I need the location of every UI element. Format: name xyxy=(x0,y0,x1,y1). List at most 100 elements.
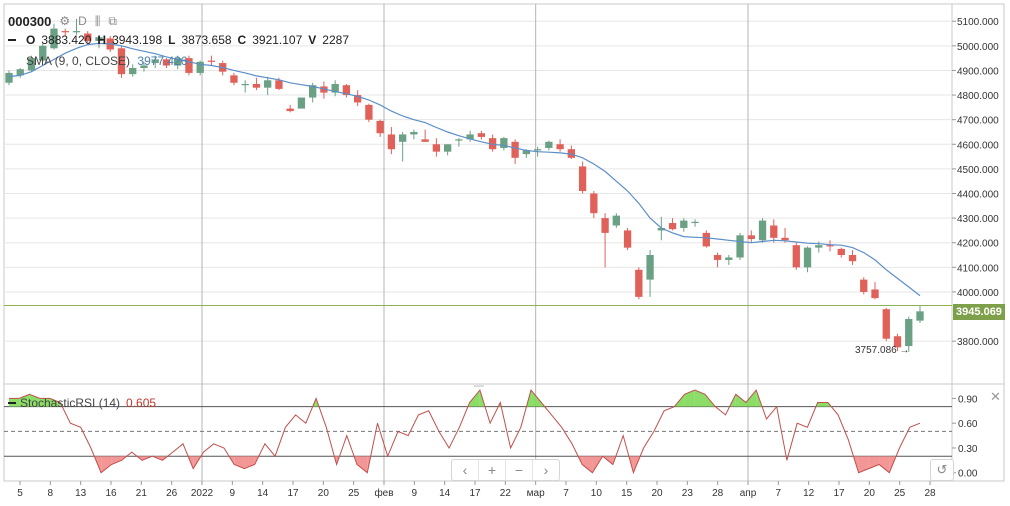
close-key: C xyxy=(237,33,247,47)
candle-body xyxy=(882,309,890,339)
close-value: 3921.107 xyxy=(252,33,303,47)
candle-body xyxy=(826,245,834,247)
candle-body xyxy=(488,138,497,150)
interval-label[interactable]: D xyxy=(78,14,87,28)
stoch-overbought-fill xyxy=(745,390,757,407)
candle-body xyxy=(196,61,204,73)
candle-body xyxy=(533,149,542,151)
time-tick-label: 14 xyxy=(439,488,451,499)
candle-body xyxy=(174,58,182,66)
gear-icon[interactable]: ⚙ xyxy=(59,14,71,28)
symbol-label[interactable]: 000300 xyxy=(8,13,52,29)
candle-body xyxy=(713,255,722,260)
candle-body xyxy=(320,86,328,93)
price-tick-label: 5000.000 xyxy=(957,42,999,53)
time-tick-label: 17 xyxy=(469,488,481,499)
stoch-oversold-fill xyxy=(879,456,890,473)
time-tick-label: 26 xyxy=(166,488,178,499)
volume-value: 2287 xyxy=(322,33,349,47)
candle-body xyxy=(207,60,216,62)
price-tick-label: 5100.000 xyxy=(957,17,999,28)
stoch-oversold-fill xyxy=(111,456,122,465)
time-tick-label: 28 xyxy=(712,488,724,499)
time-tick-label: 13 xyxy=(75,488,87,499)
price-tick-label: 4400.000 xyxy=(957,190,999,201)
candle-body xyxy=(252,83,261,88)
time-tick-label: 16 xyxy=(105,488,117,499)
fullscreen-icon[interactable]: ⧉ xyxy=(108,13,117,28)
candle-body xyxy=(871,289,879,299)
stochrsi-collapse-icon[interactable] xyxy=(8,402,16,404)
candle-body xyxy=(556,144,564,150)
time-tick-label: 25 xyxy=(894,488,906,499)
high-key: H xyxy=(97,33,107,47)
stoch-overbought-fill xyxy=(49,398,61,407)
time-tick-label: 5 xyxy=(17,488,23,499)
stoch-overbought-fill xyxy=(39,398,50,407)
candle-body xyxy=(230,75,238,83)
stoch-tick-label: 0.00 xyxy=(958,469,978,480)
time-tick-label: 9 xyxy=(230,488,236,499)
candle-body xyxy=(353,95,362,103)
candle-body xyxy=(50,28,58,49)
candle-body xyxy=(421,139,429,142)
compare-icon[interactable]: ⫼ xyxy=(94,13,101,28)
sma-legend[interactable]: SMA (9, 0, CLOSE) 3977.426 xyxy=(26,54,187,68)
candle-body xyxy=(792,245,800,268)
time-tick-label: 20 xyxy=(651,488,663,499)
candle-body xyxy=(410,131,418,135)
stoch-oversold-fill xyxy=(582,456,593,473)
price-tick-label: 4900.000 xyxy=(957,66,999,77)
reset-chart-button[interactable]: ↺ xyxy=(930,459,954,481)
candle-body xyxy=(860,279,868,292)
candle-body xyxy=(837,248,845,256)
stoch-overbought-fill xyxy=(531,390,542,407)
chart-nav-controls: ‹ + − › xyxy=(451,459,560,481)
candle-body xyxy=(781,237,789,241)
sma-line xyxy=(8,42,921,297)
stoch-oversold-fill xyxy=(101,456,112,473)
candle-body xyxy=(815,245,823,248)
time-tick-label: 23 xyxy=(682,488,694,499)
close-indicator-icon[interactable]: ✕ xyxy=(990,389,1001,404)
high-value: 3943.198 xyxy=(112,33,163,47)
low-price-marker: 3757.086 → xyxy=(855,345,910,356)
time-tick-label: фев xyxy=(374,487,393,499)
stoch-overbought-fill xyxy=(817,402,828,407)
time-tick-label: 7 xyxy=(563,488,569,499)
scroll-left-button[interactable]: ‹ xyxy=(452,460,479,480)
collapse-icon[interactable] xyxy=(8,39,16,41)
candle-body xyxy=(466,134,474,140)
candle-body xyxy=(5,72,13,83)
time-tick-label: апр xyxy=(740,488,757,499)
candle-body xyxy=(758,220,767,241)
candle-body xyxy=(578,166,587,192)
zoom-in-button[interactable]: + xyxy=(479,460,506,480)
candle-body xyxy=(522,150,531,155)
time-tick-label: 28 xyxy=(924,488,936,499)
stoch-overbought-fill xyxy=(469,390,480,407)
candle-body xyxy=(455,139,463,141)
low-key: L xyxy=(168,33,176,47)
candle-body xyxy=(623,230,632,248)
low-value: 3873.658 xyxy=(181,33,232,47)
price-tick-label: 3800.000 xyxy=(957,337,999,348)
stochrsi-legend[interactable]: StochasticRSI (14) 0.605 xyxy=(8,396,156,410)
price-tick-label: 4100.000 xyxy=(957,263,999,274)
candle-body xyxy=(601,218,609,233)
candle-body xyxy=(443,144,452,152)
candle-body xyxy=(151,59,159,64)
candle-body xyxy=(61,31,69,33)
candle-body xyxy=(635,269,643,297)
candle-body xyxy=(736,235,744,258)
stoch-oversold-fill xyxy=(357,456,368,473)
candle-body xyxy=(477,133,486,137)
candle-body xyxy=(511,141,519,158)
candle-body xyxy=(691,221,699,224)
low-price-value: 3757.086 xyxy=(855,345,897,356)
time-tick-label: 17 xyxy=(287,488,299,499)
scroll-right-button[interactable]: › xyxy=(543,462,549,478)
zoom-out-button[interactable]: − xyxy=(506,460,533,480)
